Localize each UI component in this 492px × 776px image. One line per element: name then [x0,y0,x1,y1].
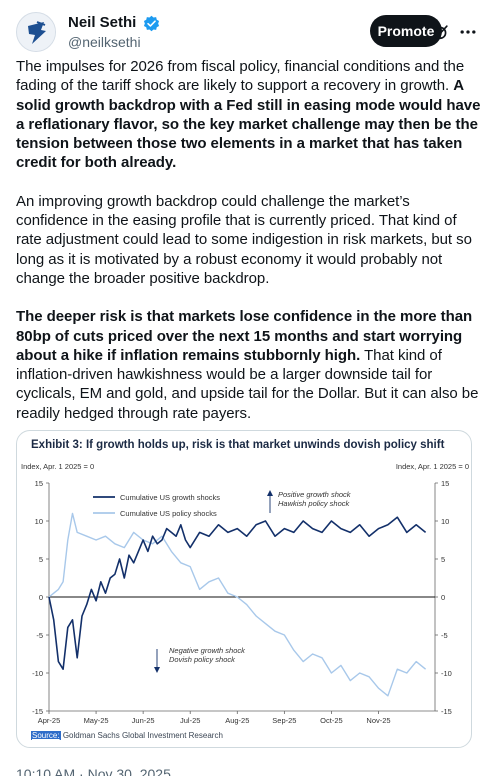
y-tick-label-right: 15 [441,479,449,488]
y-tick-label-right: 0 [441,593,445,602]
y-tick-label-right: 5 [441,555,445,564]
grok-icon[interactable] [431,22,451,42]
x-tick-label: Nov-25 [366,716,390,725]
source-text: Goldman Sachs Global Investment Research [62,731,223,740]
tweet-header: Neil Sethi @neilksethi Promote [16,10,478,52]
tweet-text: The impulses for 2026 from fiscal policy… [16,57,482,442]
display-name[interactable]: Neil Sethi [68,14,137,31]
source-label: Source: [31,731,61,740]
y-tick-label-left: 15 [35,479,43,488]
y-tick-label-right: -5 [441,631,448,640]
annotation-down-line: Dovish policy shock [169,655,236,664]
right-axis-label: Index, Apr. 1 2025 = 0 [396,462,469,471]
x-tick-label: Apr-25 [38,716,61,725]
more-icon[interactable] [458,22,478,42]
x-tick-label: May-25 [84,716,109,725]
chart-image-card[interactable]: Exhibit 3: If growth holds up, risk is t… [16,430,472,748]
policy-shocks-line [48,512,427,697]
y-tick-label-left: 10 [35,517,43,526]
y-tick-label-left: 5 [39,555,43,564]
y-tick-label-right: -15 [441,707,452,716]
logo-mark-icon [28,22,46,44]
user-handle[interactable]: @neilksethi [68,34,141,51]
left-axis-label: Index, Apr. 1 2025 = 0 [21,462,94,471]
y-tick-label-right: 10 [441,517,449,526]
tweet-p1-bold: A solid growth backdrop with a Fed still… [16,77,481,172]
avatar[interactable] [16,12,56,52]
x-tick-label: Oct-25 [320,716,343,725]
annotation-up-line: Positive growth shock [278,490,352,499]
promote-button[interactable]: Promote [370,15,442,47]
tweet-timestamp[interactable]: 10:10 AM · Nov 30, 2025 [16,766,171,776]
verified-badge-icon [143,15,159,31]
arrow-up-icon [267,490,273,496]
y-tick-label-left: -15 [32,707,43,716]
y-tick-label-right: -10 [441,669,452,678]
tweet-p3-plain: That kind of inflation-driven hawkishnes… [16,346,479,422]
legend-label-growth: Cumulative US growth shocks [120,493,220,502]
tweet-paragraph-2: An improving growth backdrop could chall… [16,192,472,287]
y-tick-label-left: -5 [36,631,43,640]
tweet-p3-bold: The deeper risk is that markets lose con… [16,308,473,364]
exhibit-title: Exhibit 3: If growth holds up, risk is t… [31,439,445,451]
x-tick-label: Aug-25 [225,716,249,725]
x-tick-label: Jul-25 [180,716,200,725]
annotation-up-line: Hawkish policy shock [278,499,351,508]
y-tick-label-left: -10 [32,669,43,678]
y-tick-label-left: 0 [39,593,43,602]
chart-source: Source: Goldman Sachs Global Investment … [31,731,223,740]
legend-label-policy: Cumulative US policy shocks [120,509,217,518]
tweet-paragraph-1: The impulses for 2026 from fiscal policy… [16,57,482,173]
tweet-paragraph-3: The deeper risk is that markets lose con… [16,307,482,423]
growth-shocks-line [48,516,427,670]
arrow-down-icon [154,667,160,673]
x-tick-label: Jun-25 [132,716,155,725]
tweet-p1-plain: The impulses for 2026 from fiscal policy… [16,58,465,95]
x-tick-label: Sep-25 [272,716,296,725]
annotation-down-line: Negative growth shock [169,646,246,655]
chart: Index, Apr. 1 2025 = 0 Index, Apr. 1 2025… [21,462,469,725]
